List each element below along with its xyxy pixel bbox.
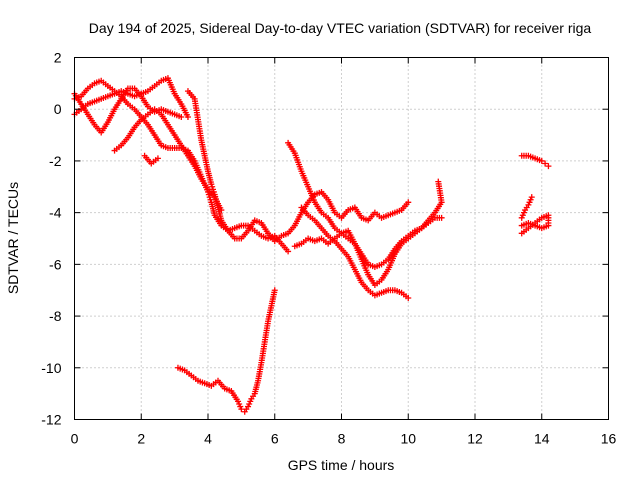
chart-title: Day 194 of 2025, Sidereal Day-to-day VTE… (89, 20, 592, 36)
x-tick-label: 8 (338, 431, 346, 447)
data-series (518, 212, 552, 237)
data-series (518, 194, 535, 221)
data-series (141, 152, 161, 167)
y-tick-label: -2 (49, 153, 62, 169)
data-series (174, 287, 278, 415)
x-axis-label: GPS time / hours (288, 457, 395, 473)
x-tick-label: 0 (71, 431, 79, 447)
data-point (438, 214, 445, 221)
x-tick-label: 6 (271, 431, 279, 447)
y-tick-label: 2 (54, 50, 62, 66)
x-tick-label: 4 (204, 431, 212, 447)
data-series (291, 214, 445, 289)
y-tick-label: -8 (49, 308, 62, 324)
data-point (154, 155, 161, 162)
data-point (178, 113, 185, 120)
y-tick-label: -4 (49, 205, 62, 221)
data-marks (71, 75, 552, 415)
data-point (518, 222, 525, 229)
y-tick-label: 0 (54, 101, 62, 117)
data-point (271, 287, 278, 294)
y-tick-label: -12 (41, 412, 61, 428)
data-point (528, 194, 535, 201)
data-point (405, 199, 412, 206)
data-point (542, 160, 549, 167)
data-point (545, 163, 552, 170)
data-point (435, 178, 442, 185)
axis-ticks: 0 2 4 6 8 10 12 14 16 -12 -10 -8 -6 -4 -2 0 2 (41, 50, 616, 447)
data-point (285, 248, 292, 255)
x-tick-label: 2 (137, 431, 145, 447)
data-point (405, 294, 412, 301)
x-tick-label: 12 (467, 431, 483, 447)
data-point (184, 113, 191, 120)
x-tick-label: 10 (400, 431, 416, 447)
data-series (518, 152, 552, 170)
x-tick-label: 14 (534, 431, 550, 447)
x-tick-label: 16 (601, 431, 617, 447)
data-point (238, 406, 245, 413)
y-tick-label: -6 (49, 256, 62, 272)
y-axis-label: SDTVAR / TECUs (5, 182, 21, 294)
y-tick-label: -10 (41, 360, 61, 376)
data-series (71, 85, 185, 136)
data-point (538, 157, 545, 164)
